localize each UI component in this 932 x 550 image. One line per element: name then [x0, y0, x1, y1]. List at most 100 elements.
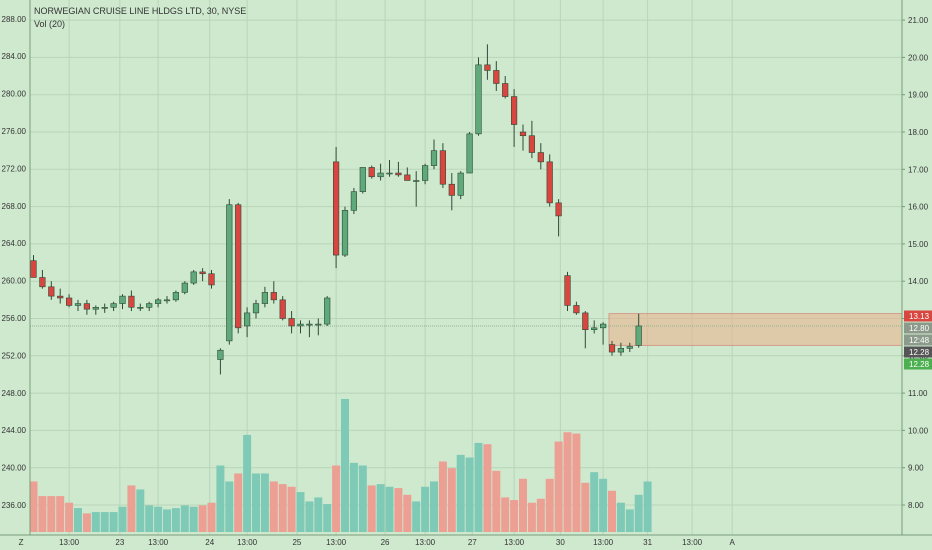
candle — [484, 44, 491, 80]
volume-bar — [438, 461, 447, 532]
time-axis-label: 13:00 — [326, 538, 347, 547]
candle — [199, 268, 206, 282]
candle — [350, 187, 358, 215]
volume-bar — [430, 481, 438, 532]
candle — [66, 294, 73, 308]
time-axis-label: 24 — [205, 538, 214, 547]
candle-body-up — [261, 292, 269, 304]
candle-body-up — [297, 323, 304, 327]
volume-indicator-label: Vol (20) — [34, 19, 66, 29]
time-axis-label: 13:00 — [682, 538, 703, 547]
volume-bar — [180, 505, 189, 532]
candle — [528, 120, 535, 159]
candle — [386, 159, 393, 177]
left-axis-tick-label: 272.00 — [2, 164, 27, 173]
candle-body-down — [199, 271, 206, 275]
right-axis-tick-label: 10.00 — [908, 426, 929, 435]
candle — [297, 320, 304, 334]
volume-bar — [545, 478, 554, 532]
right-axis-tick-label: 14.00 — [908, 277, 929, 286]
volume-bar — [65, 502, 74, 532]
volume-bar — [367, 485, 376, 532]
candle-body-up — [163, 299, 171, 302]
time-axis-label: 31 — [643, 538, 652, 547]
volume-bar — [189, 506, 198, 532]
volume-bar — [519, 478, 527, 532]
candle-body-up — [626, 346, 633, 349]
plot-area — [30, 0, 902, 535]
candle-body-down — [537, 152, 544, 163]
volume-bar — [483, 444, 492, 532]
volume-bar — [260, 473, 269, 532]
volume-bar — [572, 433, 581, 532]
candle-body-up — [110, 303, 117, 308]
candle — [306, 320, 313, 338]
candle-body-down — [83, 303, 90, 310]
volume-bar — [358, 465, 367, 532]
volume-bar — [341, 399, 349, 532]
candle — [261, 286, 269, 308]
volume-bar — [527, 502, 536, 532]
candle — [395, 161, 402, 177]
price-tag — [904, 358, 932, 370]
volume-bar — [29, 481, 38, 532]
candle-body-down — [608, 344, 616, 353]
candle — [457, 171, 464, 200]
candle — [181, 281, 188, 295]
price-tag-label: 12:48 — [909, 336, 930, 345]
candle-body-up — [119, 295, 126, 304]
candle-body-up — [413, 180, 420, 182]
candle — [377, 163, 384, 181]
right-axis-tick-label: 18.00 — [908, 128, 929, 137]
candle — [155, 297, 162, 308]
candle-body-down — [270, 292, 277, 301]
left-axis-tick-label: 280.00 — [2, 90, 27, 99]
candle — [359, 167, 366, 194]
candle-body-down — [510, 96, 518, 125]
candle-body-up — [341, 210, 349, 256]
volume-bar — [136, 489, 145, 532]
volume-bar — [474, 442, 483, 532]
price-tag-label: 12.80 — [909, 324, 930, 333]
candle — [172, 290, 180, 302]
candle-body-up — [315, 323, 322, 326]
volume-bar — [216, 465, 225, 532]
candle-body-down — [30, 260, 37, 278]
volume-bar — [243, 434, 252, 532]
time-axis-label: 27 — [468, 538, 477, 547]
candle — [555, 199, 562, 237]
candle — [439, 143, 447, 188]
volume-bar — [127, 485, 136, 532]
candle-body-up — [324, 297, 331, 325]
candle — [564, 271, 571, 312]
left-axis-tick-label: 264.00 — [2, 239, 27, 248]
candle-body-up — [181, 282, 188, 293]
time-axis-label: 23 — [115, 538, 124, 547]
candle — [332, 146, 340, 269]
candle — [83, 299, 90, 315]
volume-bar — [492, 470, 501, 532]
right-axis-tick-label: 11.00 — [908, 389, 928, 398]
candle-body-down — [582, 312, 589, 330]
candle — [635, 313, 642, 348]
candle-body-up — [172, 292, 180, 301]
volume-bar — [278, 484, 287, 532]
left-axis-tick-label: 284.00 — [2, 52, 27, 61]
volume-bar — [643, 481, 652, 532]
candle-body-up — [635, 325, 642, 346]
volume-bar — [590, 472, 599, 532]
volume-bar — [421, 486, 430, 532]
chart-legend: NORWEGIAN CRUISE LINE HLDGS LTD, 30, NYS… — [34, 5, 246, 31]
candle — [270, 281, 277, 304]
candle-body-down — [48, 286, 55, 297]
volume-bar — [82, 513, 91, 532]
candle-body-up — [306, 323, 313, 326]
candle-body-up — [386, 172, 393, 175]
candle — [519, 124, 527, 151]
candle — [39, 270, 46, 289]
time-axis-label: 13:00 — [148, 538, 169, 547]
volume-bar — [252, 473, 260, 532]
candle-body-down — [502, 83, 509, 97]
